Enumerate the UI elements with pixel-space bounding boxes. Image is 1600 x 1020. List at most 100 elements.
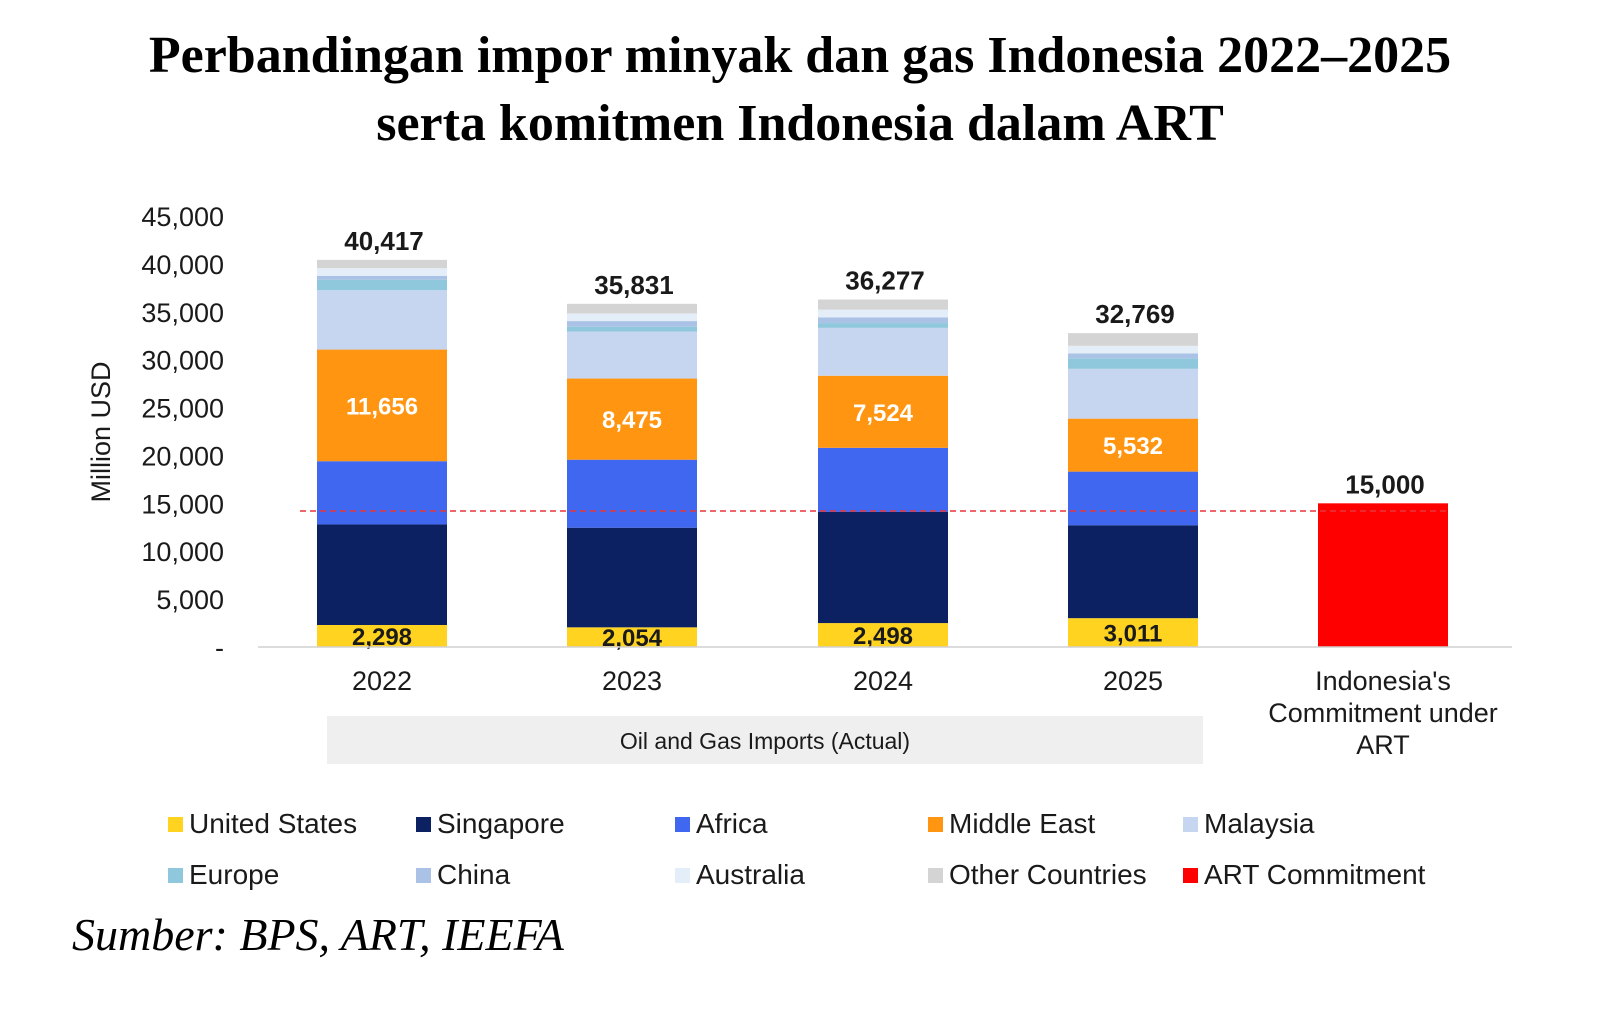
legend-swatch <box>675 816 690 832</box>
bar-segment <box>1068 525 1198 619</box>
legend-label: Malaysia <box>1204 808 1315 839</box>
legend-label: Australia <box>696 859 805 890</box>
segment-value-label: 11,656 <box>346 393 418 420</box>
bar-stack: 2,054 8,475 35,831 <box>567 270 697 652</box>
legend-swatch <box>928 816 943 832</box>
legend-item: Africa <box>675 808 768 840</box>
y-tick-label: 45,000 <box>141 202 224 232</box>
bar-segment <box>567 331 697 379</box>
bar-segment <box>1068 418 1198 472</box>
x-tick-label: 2025 <box>1103 666 1163 696</box>
legend-item: ART Commitment <box>1183 859 1425 891</box>
chart-title-line-1: Perbandingan impor minyak dan gas Indone… <box>148 27 1452 84</box>
bar-segment <box>317 349 447 462</box>
bar-segment <box>1068 333 1198 346</box>
bar-segment <box>317 461 447 525</box>
y-tick-label: 25,000 <box>141 394 224 424</box>
bar-stack: 15,000 <box>1318 469 1448 647</box>
bar-stack: 2,498 7,524 36,277 <box>818 266 948 650</box>
legend-item: China <box>416 859 510 891</box>
segment-value-label: 2,054 <box>602 625 663 652</box>
bar-segment <box>818 299 948 310</box>
bar-segment <box>818 447 948 512</box>
legend-item: Malaysia <box>1183 808 1314 840</box>
bar-segment <box>1068 368 1198 419</box>
bar-segment <box>818 323 948 328</box>
x-tick-label: 2023 <box>602 666 662 696</box>
segment-value-label: 2,498 <box>853 623 913 650</box>
bar-segment <box>818 317 948 324</box>
total-value-label: 35,831 <box>594 270 674 300</box>
total-value-label: 36,277 <box>845 266 925 296</box>
legend-label: Africa <box>696 808 768 839</box>
bar-segment <box>1068 358 1198 369</box>
bar-segment <box>818 309 948 318</box>
y-tick-label: 30,000 <box>141 346 224 376</box>
legend-swatch <box>168 816 183 832</box>
y-tick-label: 20,000 <box>141 441 224 471</box>
legend-swatch <box>168 867 183 883</box>
bar-segment <box>567 313 697 322</box>
bar-segment <box>818 375 948 448</box>
bar-segment <box>317 259 447 269</box>
legend-label: Middle East <box>949 808 1096 839</box>
y-axis-label: Million USD <box>86 361 116 502</box>
legend-swatch <box>416 816 431 832</box>
legend-label: ART Commitment <box>1204 859 1426 890</box>
bar-segment <box>567 627 697 647</box>
segment-value-label: 3,011 <box>1104 621 1163 648</box>
y-tick-label: 15,000 <box>141 489 224 519</box>
legend-swatch <box>1183 867 1198 883</box>
y-tick-label: - <box>215 633 224 663</box>
legend-item: Singapore <box>416 808 565 840</box>
y-tick-label: 5,000 <box>156 585 224 615</box>
legend-label: United States <box>189 808 358 839</box>
bar-segment <box>567 303 697 314</box>
legend-swatch <box>1183 816 1198 832</box>
bar-segment <box>1068 345 1198 354</box>
bar-segment <box>567 321 697 327</box>
segment-value-label: 7,524 <box>853 400 914 427</box>
bar-segment <box>1068 618 1198 647</box>
legend-item: Europe <box>168 859 279 891</box>
bar-segment <box>567 459 697 528</box>
bar-stacks: 2,29811,65640,4172,0548,47535,8312,4987,… <box>317 226 1448 652</box>
bar-segment <box>317 275 447 280</box>
legend-label: Other Countries <box>949 859 1147 890</box>
bar-segment <box>317 624 447 647</box>
segment-value-label: 8,475 <box>602 407 662 434</box>
legend-label: Singapore <box>437 808 565 839</box>
y-tick-label: 10,000 <box>141 537 224 567</box>
y-tick-label: 40,000 <box>141 250 224 280</box>
bar-segment <box>567 326 697 332</box>
x-tick-label: 2022 <box>352 666 412 696</box>
segment-value-label: 5,532 <box>1103 433 1163 460</box>
group-label-box <box>327 716 1203 764</box>
bar-segment <box>818 623 948 647</box>
legend-item: Middle East <box>928 808 1095 840</box>
legend-label: Europe <box>189 859 280 890</box>
bar-segment <box>567 378 697 460</box>
y-tick-label: 35,000 <box>141 298 224 328</box>
x-axis: 2022 2023 2024 2025 Indonesia's Commitment un… <box>352 666 1498 760</box>
chart-title-line-2: serta komitmen Indonesia dalam ART <box>376 95 1224 152</box>
legend-item: United States <box>168 808 357 840</box>
total-value-label: 15,000 <box>1345 469 1425 499</box>
y-axis: - 5,000 10,000 15,000 20,000 25,000 30,000 35,0… <box>141 202 224 663</box>
total-value-label: 40,417 <box>344 226 424 256</box>
bar-segment <box>317 268 447 276</box>
group-label: Oil and Gas Imports (Actual) <box>620 728 910 754</box>
legend-swatch <box>416 867 431 883</box>
stacked-bar-chart: - 5,000 10,000 15,000 20,000 25,000 30,000 35,0… <box>86 202 1512 764</box>
bar-segment <box>567 527 697 628</box>
x-tick-label: Indonesia's Commitment under ART <box>1268 666 1498 760</box>
bar-segment <box>1068 471 1198 526</box>
legend-item: Australia <box>675 859 805 891</box>
total-value-label: 32,769 <box>1095 299 1175 329</box>
bar-segment <box>818 511 948 624</box>
bar-segment <box>818 327 948 376</box>
chart-title: Perbandingan impor minyak dan gas Indone… <box>0 22 1600 158</box>
bar-segment <box>317 524 447 625</box>
bar-segment <box>1318 503 1448 647</box>
